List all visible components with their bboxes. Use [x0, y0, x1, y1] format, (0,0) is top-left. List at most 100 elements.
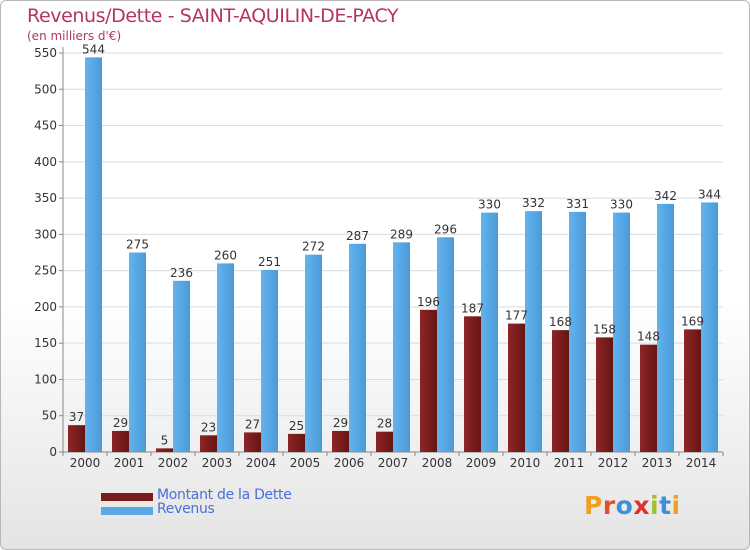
legend-label-revenus: Revenus [157, 501, 215, 517]
x-tick-label: 2009 [466, 456, 497, 470]
x-tick-label: 2010 [510, 456, 541, 470]
bar-dette [552, 330, 569, 452]
bar-dette [376, 431, 393, 452]
logo-letter: P [584, 491, 603, 520]
bar-revenus [129, 252, 146, 452]
data-label-dette: 27 [245, 417, 260, 431]
data-label-dette: 187 [461, 301, 484, 315]
chart-title: Revenus/Dette - SAINT-AQUILIN-DE-PACY [27, 5, 399, 27]
data-label-dette: 177 [505, 309, 528, 323]
data-label-dette: 29 [333, 416, 348, 430]
bar-revenus [481, 212, 498, 452]
legend-label-dette: Montant de la Dette [157, 487, 292, 503]
bar-revenus [305, 254, 322, 452]
chart-subtitle: (en milliers d'€) [27, 29, 122, 43]
data-label-revenus: 287 [346, 229, 369, 243]
data-label-dette: 169 [681, 314, 704, 328]
bar-revenus [437, 237, 454, 452]
x-tick-label: 2005 [290, 456, 321, 470]
data-label-dette: 158 [593, 322, 616, 336]
bar-dette [684, 329, 701, 452]
bar-dette [596, 337, 613, 452]
y-tick-label: 150 [34, 336, 57, 350]
x-tick-label: 2006 [334, 456, 365, 470]
data-label-revenus: 289 [390, 227, 413, 241]
bar-revenus [173, 280, 190, 452]
logo-letter: t [659, 491, 672, 520]
data-label-dette: 23 [201, 420, 216, 434]
data-label-dette: 37 [69, 410, 84, 424]
x-tick-label: 2000 [70, 456, 101, 470]
y-tick-label: 200 [34, 300, 57, 314]
bar-dette [640, 344, 657, 452]
bar-dette [464, 316, 481, 452]
data-label-revenus: 342 [654, 189, 677, 203]
data-label-revenus: 272 [302, 240, 325, 254]
x-tick-label: 2014 [686, 456, 717, 470]
bar-dette [112, 430, 129, 452]
data-label-revenus: 344 [698, 187, 721, 201]
data-label-revenus: 296 [434, 222, 457, 236]
bar-dette [508, 323, 525, 452]
bar-revenus [613, 212, 630, 452]
data-label-revenus: 330 [610, 198, 633, 212]
data-label-revenus: 331 [566, 197, 589, 211]
bar-dette [156, 448, 173, 452]
data-label-revenus: 275 [126, 238, 149, 252]
y-tick-label: 0 [49, 445, 57, 459]
data-label-revenus: 236 [170, 266, 193, 280]
proxiti-logo: Proxiti [584, 491, 681, 520]
bar-revenus [657, 203, 674, 452]
data-label-dette: 5 [161, 433, 169, 447]
data-label-dette: 148 [637, 330, 660, 344]
data-label-revenus: 330 [478, 198, 501, 212]
y-tick-label: 450 [34, 119, 57, 133]
x-tick-label: 2004 [246, 456, 277, 470]
y-tick-label: 250 [34, 264, 57, 278]
bar-revenus [217, 263, 234, 452]
bar-dette [68, 425, 85, 452]
data-label-revenus: 332 [522, 196, 545, 210]
data-label-revenus: 260 [214, 248, 237, 262]
bar-revenus [261, 269, 278, 452]
bar-revenus [349, 243, 366, 452]
x-tick-label: 2007 [378, 456, 409, 470]
data-label-dette: 25 [289, 419, 304, 433]
x-tick-label: 2008 [422, 456, 453, 470]
bar-revenus [525, 211, 542, 452]
y-tick-label: 50 [42, 409, 57, 423]
bar-revenus [569, 211, 586, 452]
bar-dette [420, 309, 437, 452]
bar-dette [200, 435, 217, 452]
bar-dette [332, 430, 349, 452]
bar-revenus [701, 202, 718, 452]
bar-dette [288, 433, 305, 452]
data-label-revenus: 251 [258, 255, 281, 269]
bar-revenus [393, 242, 410, 452]
data-label-revenus: 544 [82, 42, 105, 56]
logo-letter: i [650, 491, 660, 520]
bar-dette [244, 432, 261, 452]
logo-letter: i [671, 491, 681, 520]
logo-letter: r [602, 491, 616, 520]
x-tick-label: 2002 [158, 456, 189, 470]
y-tick-label: 400 [34, 155, 57, 169]
y-tick-label: 350 [34, 191, 57, 205]
y-tick-label: 100 [34, 372, 57, 386]
x-tick-label: 2011 [554, 456, 585, 470]
bar-revenus [85, 57, 102, 453]
data-label-dette: 28 [377, 417, 392, 431]
logo-letter: x [633, 491, 650, 520]
legend-swatch-revenus [101, 507, 153, 515]
x-tick-label: 2012 [598, 456, 629, 470]
data-label-dette: 196 [417, 295, 440, 309]
x-tick-label: 2013 [642, 456, 673, 470]
data-label-dette: 29 [113, 416, 128, 430]
y-tick-label: 300 [34, 227, 57, 241]
x-tick-label: 2003 [202, 456, 233, 470]
y-tick-label: 550 [34, 46, 57, 60]
logo-letter: o [615, 491, 634, 520]
y-tick-label: 500 [34, 82, 57, 96]
